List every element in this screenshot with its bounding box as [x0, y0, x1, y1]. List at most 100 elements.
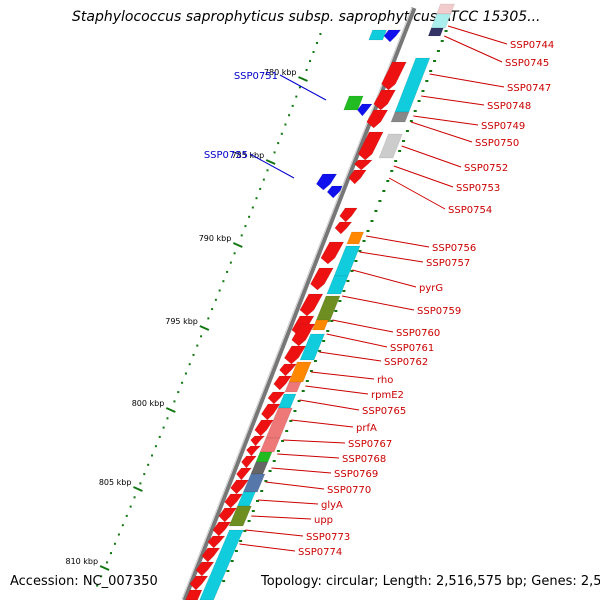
gene-block[interactable]	[284, 345, 307, 365]
gene-block[interactable]	[241, 455, 257, 469]
gene-block[interactable]	[334, 221, 353, 235]
gene-block[interactable]	[261, 403, 281, 421]
gene-block[interactable]	[378, 133, 403, 159]
gene-label-glya[interactable]: glyA	[321, 500, 343, 511]
gene-block[interactable]	[353, 159, 373, 171]
gene-block[interactable]	[357, 131, 384, 161]
gene-block[interactable]	[366, 109, 389, 129]
gene-block[interactable]	[224, 493, 244, 509]
gene-block[interactable]	[207, 535, 226, 549]
gene-label-ssp0760[interactable]: SSP0760	[396, 328, 440, 339]
gene-label-ssp0747[interactable]: SSP0747	[507, 83, 551, 94]
gene-block[interactable]	[284, 381, 302, 393]
gene-block[interactable]	[212, 521, 232, 537]
gene-block[interactable]	[310, 267, 334, 291]
gene-label-rho[interactable]: rho	[377, 375, 393, 386]
gene-block[interactable]	[348, 169, 367, 185]
gene-block[interactable]	[346, 231, 365, 245]
gene-block[interactable]	[250, 461, 269, 475]
gene-label-ssp0749[interactable]: SSP0749	[481, 121, 525, 132]
gene-block[interactable]	[436, 3, 455, 15]
tick-mark-minor	[288, 114, 291, 117]
gene-label-ssp0767[interactable]: SSP0767	[348, 439, 392, 450]
tick-mark-inner	[293, 410, 297, 412]
gene-block[interactable]	[311, 319, 329, 331]
gene-label-rpme2[interactable]: rpmE2	[371, 390, 404, 401]
gene-block[interactable]	[288, 361, 312, 383]
gene-label-ssp0759[interactable]: SSP0759	[417, 306, 461, 317]
gene-block[interactable]	[390, 111, 410, 123]
gene-block[interactable]	[273, 375, 292, 391]
label-connector	[299, 399, 360, 411]
gene-block[interactable]	[259, 437, 281, 453]
label-connector	[305, 385, 369, 395]
gene-block[interactable]	[189, 575, 209, 591]
gene-label-ssp0762[interactable]: SSP0762	[384, 357, 428, 368]
label-connector	[366, 235, 430, 248]
gene-block[interactable]	[254, 419, 274, 437]
gene-label-upp[interactable]: upp	[314, 515, 333, 526]
gene-block[interactable]	[373, 89, 396, 111]
tick-mark-minor	[147, 463, 150, 466]
gene-block[interactable]	[255, 451, 273, 463]
gene-label-ssp0765[interactable]: SSP0765	[362, 406, 406, 417]
gene-block[interactable]	[291, 323, 316, 347]
gene-label-ssp0754[interactable]: SSP0754	[448, 205, 492, 216]
gene-block[interactable]	[357, 103, 373, 117]
tick-mark-inner	[436, 50, 440, 52]
gene-label-ssp0752[interactable]: SSP0752	[464, 163, 508, 174]
gene-label-ssp0770[interactable]: SSP0770	[327, 485, 371, 496]
gene-block[interactable]	[195, 561, 215, 577]
gene-label-ssp0751[interactable]: SSP0751	[234, 71, 278, 82]
gene-label-ssp0774[interactable]: SSP0774	[298, 547, 342, 558]
gene-block[interactable]	[320, 241, 345, 265]
gene-label-ssp0756[interactable]: SSP0756	[432, 243, 476, 254]
gene-label-ssp0755[interactable]: SSP0755	[204, 150, 248, 161]
label-connector	[271, 467, 332, 474]
gene-block[interactable]	[250, 435, 266, 447]
gene-label-ssp0768[interactable]: SSP0768	[342, 454, 386, 465]
gene-block[interactable]	[199, 529, 244, 600]
label-connector	[352, 269, 417, 288]
gene-label-ssp0753[interactable]: SSP0753	[456, 183, 500, 194]
gene-label-ssp0744[interactable]: SSP0744	[510, 40, 554, 51]
gene-label-ssp0769[interactable]: SSP0769	[334, 469, 378, 480]
gene-block[interactable]	[246, 445, 262, 457]
gene-block[interactable]	[315, 295, 341, 323]
gene-label-ssp0773[interactable]: SSP0773	[306, 532, 350, 543]
tick-mark-inner	[405, 130, 409, 132]
gene-label-ssp0750[interactable]: SSP0750	[475, 138, 519, 149]
gene-block[interactable]	[368, 29, 387, 41]
gene-block[interactable]	[326, 275, 349, 295]
gene-block[interactable]	[185, 589, 203, 600]
gene-block[interactable]	[381, 61, 407, 91]
gene-block[interactable]	[333, 245, 361, 277]
gene-label-pyrg[interactable]: pyrG	[419, 283, 443, 294]
gene-block[interactable]	[339, 207, 358, 223]
gene-block[interactable]	[326, 185, 345, 199]
gene-label-ssp0757[interactable]: SSP0757	[426, 258, 470, 269]
gene-label-ssp0745[interactable]: SSP0745	[505, 58, 549, 69]
gene-block[interactable]	[201, 547, 221, 563]
gene-block[interactable]	[299, 293, 324, 317]
gene-label-ssp0748[interactable]: SSP0748	[487, 101, 531, 112]
tick-mark-minor	[280, 132, 283, 135]
gene-block[interactable]	[218, 507, 238, 523]
gene-block[interactable]	[236, 467, 252, 481]
tick-mark-minor	[248, 215, 251, 218]
gene-label-ssp0761[interactable]: SSP0761	[390, 343, 434, 354]
tick-mark-minor	[277, 142, 280, 145]
gene-block[interactable]	[316, 173, 338, 191]
gene-label-prfa[interactable]: prfA	[356, 423, 377, 434]
gene-block[interactable]	[427, 27, 444, 37]
gene-block[interactable]	[383, 29, 402, 43]
gene-block[interactable]	[230, 479, 249, 495]
gene-block[interactable]	[228, 505, 252, 527]
gene-block[interactable]	[267, 391, 286, 405]
gene-block[interactable]	[279, 363, 297, 377]
gene-block[interactable]	[299, 333, 325, 361]
gene-block[interactable]	[430, 13, 452, 29]
gene-block[interactable]	[242, 473, 266, 493]
reverse-strand-genes	[316, 29, 402, 199]
